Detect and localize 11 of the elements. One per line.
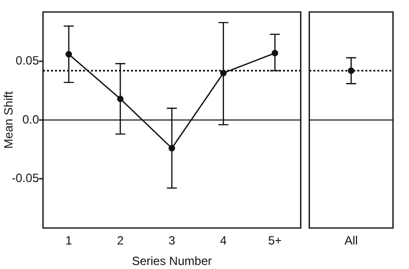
x-tick-label: 1 xyxy=(65,234,72,248)
x-axis-title: Series Number xyxy=(132,254,212,268)
x-tick-label: 4 xyxy=(220,234,228,248)
y-axis-title: Mean Shift xyxy=(1,90,16,149)
x-tick-label: All xyxy=(344,234,358,248)
y-tick-label: 0.05 xyxy=(16,54,40,68)
x-tick-label: 5+ xyxy=(268,234,282,248)
y-tick-label: 0.0 xyxy=(22,112,40,126)
x-tick-label: 3 xyxy=(168,234,176,248)
y-tick-label: -0.05 xyxy=(12,171,40,186)
x-tick-label: 2 xyxy=(116,234,124,248)
